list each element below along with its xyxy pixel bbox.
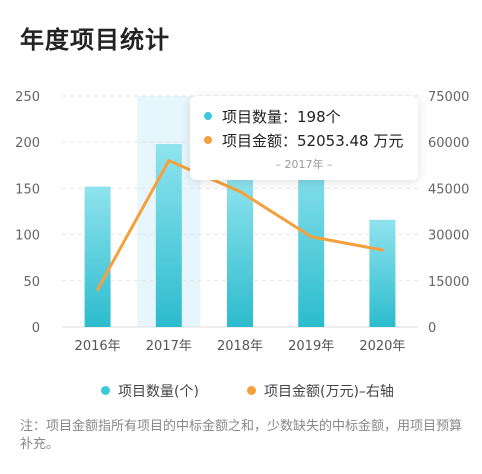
left-axis-tick-label: 200 xyxy=(15,136,40,151)
combo-chart: 0 50 100 150 200 250 0 15000 30000 45000 60000 7500… xyxy=(15,90,469,354)
right-axis-tick-label: 0 xyxy=(428,321,436,336)
page-title: 年度项目统计 xyxy=(20,26,170,54)
x-axis-tick-label: 2017年 xyxy=(146,339,192,354)
right-axis-tick-label: 60000 xyxy=(428,136,469,151)
bar xyxy=(84,186,111,327)
x-axis-tick-label: 2020年 xyxy=(359,339,405,354)
right-axis-tick-label: 75000 xyxy=(428,90,469,105)
tooltip-year: – 2017年 – xyxy=(275,158,333,171)
legend-line-dot-icon xyxy=(247,385,256,395)
tooltip: 项目数量：198个 项目金额：52053.48 万元 – 2017年 – xyxy=(190,96,418,180)
legend-item-amount[interactable]: 项目金额(万元)–右轴 xyxy=(247,381,394,401)
right-axis-tick-label: 15000 xyxy=(428,275,469,290)
left-axis-tick-label: 250 xyxy=(15,90,40,105)
bar xyxy=(298,153,325,327)
left-axis-tick-label: 50 xyxy=(23,275,40,290)
left-axis-tick-label: 0 xyxy=(32,321,40,336)
legend-bar-dot-icon xyxy=(101,385,110,395)
tooltip-amount-label: 项目金额： xyxy=(222,132,298,150)
x-axis-tick-label: 2018年 xyxy=(217,339,263,354)
tooltip-amount-row: 项目金额：52053.48 万元 xyxy=(204,130,403,151)
legend-count-label: 项目数量(个) xyxy=(118,384,199,400)
x-axis-tick-label: 2019年 xyxy=(288,339,334,354)
tooltip-count-value: 198个 xyxy=(297,108,341,126)
legend-amount-label: 项目金额(万元)–右轴 xyxy=(264,384,394,400)
line-series-dot-icon xyxy=(204,135,212,144)
footnote: 注：项目金额指所有项目的中标金额之和，少数缺失的中标金额，用项目预算补充。 xyxy=(20,419,463,452)
tooltip-count-row: 项目数量：198个 xyxy=(204,106,341,127)
tooltip-amount-value: 52053.48 万元 xyxy=(297,132,404,150)
right-axis-tick-label: 30000 xyxy=(428,229,469,244)
left-axis-tick-label: 150 xyxy=(15,182,40,197)
left-axis-tick-label: 100 xyxy=(15,229,40,244)
bar xyxy=(227,179,253,327)
legend-item-count[interactable]: 项目数量(个) xyxy=(101,381,199,401)
bar xyxy=(369,219,396,327)
tooltip-count-label: 项目数量： xyxy=(222,108,298,126)
x-axis-tick-label: 2016年 xyxy=(75,339,121,354)
bar xyxy=(155,144,182,327)
right-axis-tick-label: 45000 xyxy=(428,182,469,197)
bar-series-dot-icon xyxy=(204,111,212,120)
